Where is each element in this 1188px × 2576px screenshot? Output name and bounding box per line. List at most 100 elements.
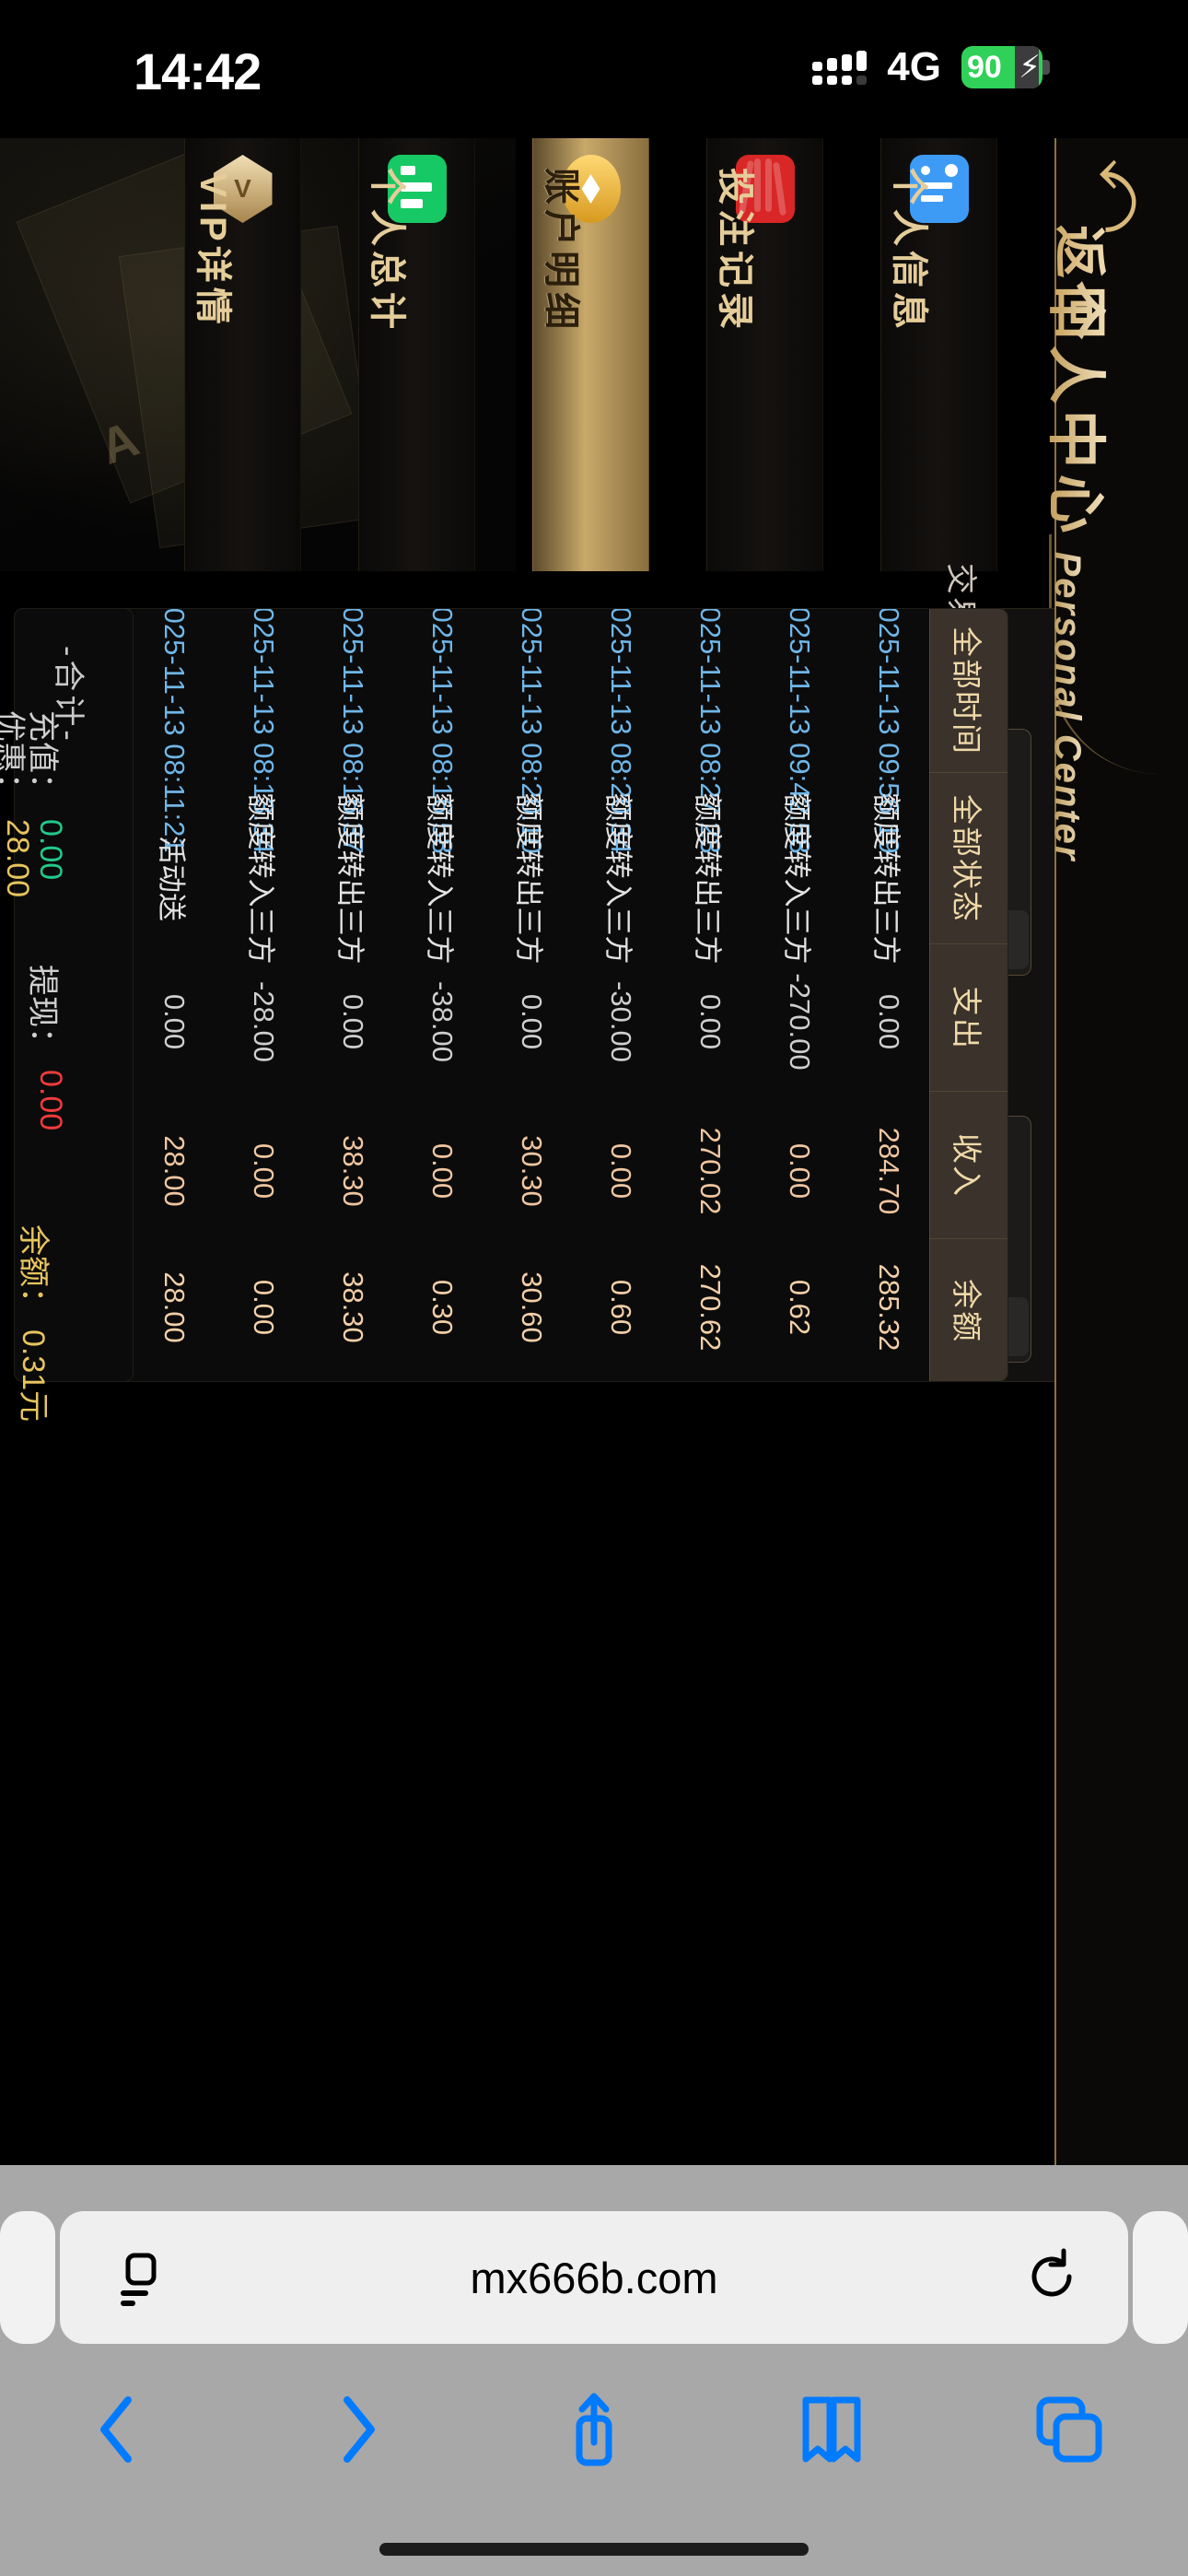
tab-peek-left[interactable] xyxy=(0,2211,55,2344)
table-cell-out: -270.00 xyxy=(783,973,816,1071)
reload-icon[interactable] xyxy=(1023,2248,1080,2305)
table-cell-in: 30.30 xyxy=(515,1135,548,1207)
table-cell-in: 28.00 xyxy=(157,1135,191,1207)
table-header-cell: 余额 xyxy=(929,1239,1007,1381)
battery-indicator: 90 ⚡ xyxy=(961,46,1050,88)
table-cell-bal: 28.00 xyxy=(157,1271,191,1343)
table-cell-bal: 285.32 xyxy=(872,1263,905,1352)
page-header-bar: ⤺ 返回 个人中心 Personal Center xyxy=(1042,138,1188,2165)
table-cell-in: 270.02 xyxy=(693,1127,727,1215)
address-bar[interactable]: mx666b.com xyxy=(0,2211,1188,2344)
tabs-button[interactable] xyxy=(950,2360,1188,2499)
nav-tab-label: 个人总计 xyxy=(366,168,407,334)
hand-cards-icon xyxy=(735,155,795,223)
back-arrow-icon: ⤺ xyxy=(1083,158,1162,233)
totals-withdraw-label: 提现： xyxy=(25,965,60,1059)
home-indicator xyxy=(379,2543,809,2556)
nav-tab-label: 账户明细 xyxy=(540,168,581,334)
status-bar: 14:42 4G 90 ⚡ xyxy=(0,0,1188,138)
table-header-cell: 支出 xyxy=(929,944,1007,1092)
forward-button[interactable] xyxy=(238,2360,475,2499)
table-row[interactable]: 2025-11-13 08:16:37 额度转出三方 0.00 38.30 38.30 xyxy=(308,609,397,1381)
table-header-column: 全部时间全部状态支出收入余额 xyxy=(929,609,1007,1381)
table-cell-out: 0.00 xyxy=(872,993,905,1050)
totals-balance-value: 0.31元 xyxy=(16,1329,51,1423)
table-cell-out: 0.00 xyxy=(515,993,548,1050)
table-header-label: 支出 xyxy=(949,985,984,1050)
table-cell-type: 额度转出三方 xyxy=(869,792,902,965)
nav-tab-label: 投注记录 xyxy=(714,168,755,334)
table-header-label: 余额 xyxy=(949,1278,984,1343)
nav-tab-personal-info[interactable]: 个人信息 xyxy=(880,138,997,571)
table-cell-type: 额度转入三方 xyxy=(423,792,455,965)
totals-panel: -合计- 充值： 0.00 优惠： 28.00 提现： 0.00 余额： 0.3… xyxy=(0,608,134,1422)
status-bar-clock: 14:42 xyxy=(134,42,262,100)
statistics-icon xyxy=(387,155,447,223)
nav-tab-label: VIP详情 xyxy=(192,172,233,329)
battery-level-label: 90 xyxy=(967,49,1002,85)
url-text: mx666b.com xyxy=(470,2253,718,2302)
table-body: 2025-11-13 09:56:19 额度转出三方 0.00 284.70 285.3… xyxy=(15,608,929,1381)
table-row[interactable]: 2025-11-13 09:42:58 额度转入三方 -270.00 0.00 0.62 xyxy=(754,609,844,1381)
nav-tab-account-details[interactable]: 账户明细 xyxy=(532,138,649,571)
back-button[interactable] xyxy=(0,2360,238,2499)
page-settings-icon[interactable] xyxy=(111,2250,169,2307)
table-cell-type: 额度转入三方 xyxy=(244,792,276,965)
table-cell-out: -28.00 xyxy=(247,981,280,1062)
table-cell-type: 额度转入三方 xyxy=(780,792,812,965)
table-header-cell: 全部时间 xyxy=(929,609,1007,773)
bookmarks-button[interactable] xyxy=(713,2360,950,2499)
nav-tab-betting-records[interactable]: 投注记录 xyxy=(706,138,823,571)
safari-toolbar xyxy=(0,2360,1188,2499)
table-header-label: 收入 xyxy=(949,1132,984,1198)
diamond-icon xyxy=(561,155,621,223)
table-cell-bal: 0.30 xyxy=(425,1279,459,1336)
table-cell-out: -30.00 xyxy=(604,981,637,1062)
table-cell-time: 2025-11-13 08:11:21 xyxy=(157,608,191,853)
page-title-cn: 个人中心 xyxy=(1038,281,1123,539)
table-row[interactable]: 2025-11-13 08:13:34 额度转入三方 -28.00 0.00 0.00 xyxy=(218,609,308,1381)
table-row[interactable]: 2025-11-13 08:16:58 额度转入三方 -38.00 0.00 0.30 xyxy=(397,609,486,1381)
table-row[interactable]: 2025-11-13 08:27:23 额度转出三方 0.00 270.02 270.6… xyxy=(665,609,754,1381)
table-cell-in: 0.00 xyxy=(425,1142,459,1200)
nav-tab-personal-totals[interactable]: 个人总计 xyxy=(358,138,475,571)
table-cell-out: 0.00 xyxy=(693,993,727,1050)
totals-bonus-value: 28.00 xyxy=(0,819,35,898)
table-cell-type: 额度转出三方 xyxy=(512,792,544,965)
table-cell-out: -38.00 xyxy=(425,981,459,1062)
tab-peek-right[interactable] xyxy=(1133,2211,1188,2344)
table-cell-in: 0.00 xyxy=(604,1142,637,1200)
totals-deposit-value: 0.00 xyxy=(33,819,68,881)
table-cell-type: 活动送 xyxy=(155,836,187,921)
table-cell-out: 0.00 xyxy=(157,993,191,1050)
table-cell-out: 0.00 xyxy=(336,993,369,1050)
table-row[interactable]: 2025-11-13 09:56:19 额度转出三方 0.00 284.70 285.3… xyxy=(844,609,933,1381)
table-cell-type: 额度转出三方 xyxy=(691,792,723,965)
totals-balance-label: 余额： xyxy=(16,1224,51,1318)
totals-bonus-label: 优惠： xyxy=(0,710,27,804)
nav-tab-label: 个人信息 xyxy=(888,168,929,334)
table-cell-bal: 0.62 xyxy=(783,1279,816,1336)
nav-tabs: V VIP详情 个人总计 账户明细 投注记录 xyxy=(0,138,1188,571)
table-row[interactable]: 2025-11-13 08:20:34 额度转入三方 -30.00 0.00 0.60 xyxy=(576,609,665,1381)
table-cell-bal: 270.62 xyxy=(693,1263,727,1352)
table-cell-bal: 0.00 xyxy=(247,1279,280,1336)
bolt-icon: ⚡ xyxy=(1019,50,1041,85)
table-row[interactable]: 2025-11-13 08:11:21 活动送 0.00 28.00 28.00 xyxy=(129,608,218,1381)
table-header-label: 全部时间 xyxy=(949,626,984,755)
table-row[interactable]: 2025-11-13 08:20:10 额度转出三方 0.00 30.30 30.60 xyxy=(486,609,576,1381)
table-cell-in: 38.30 xyxy=(336,1135,369,1207)
safari-browser-chrome: mx666b.com xyxy=(0,2165,1188,2576)
network-type-label: 4G xyxy=(887,44,941,89)
table-cell-type: 额度转入三方 xyxy=(601,792,634,965)
table-cell-bal: 0.60 xyxy=(604,1279,637,1336)
status-bar-indicators: 4G 90 ⚡ xyxy=(812,44,1050,90)
totals-withdraw-value: 0.00 xyxy=(33,1070,68,1131)
table-cell-in: 0.00 xyxy=(783,1142,816,1200)
table-cell-in: 284.70 xyxy=(872,1127,905,1215)
nav-tab-vip-details[interactable]: V VIP详情 xyxy=(184,138,301,571)
profile-icon xyxy=(909,155,969,223)
web-content: A V VIP详情 个人总计 账户明细 投注记 xyxy=(0,138,1188,2165)
share-button[interactable] xyxy=(475,2360,713,2499)
table-header-label: 全部状态 xyxy=(949,793,984,923)
